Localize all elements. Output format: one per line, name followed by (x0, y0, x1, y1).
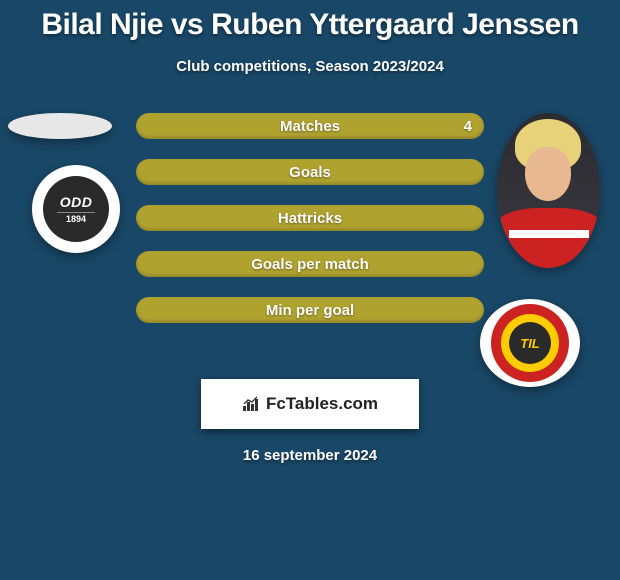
odd-badge-divider (57, 212, 95, 213)
left-club-badge: ODD 1894 (32, 165, 120, 253)
stat-label: Goals per match (251, 256, 369, 273)
right-player-avatar (497, 113, 600, 268)
til-badge-text: TIL (509, 322, 551, 364)
avatar-face (525, 147, 571, 201)
page-title: Bilal Njie vs Ruben Yttergaard Jenssen (0, 0, 620, 42)
til-mid-ring: TIL (501, 314, 559, 372)
chart-icon (242, 396, 260, 412)
stat-label: Goals (289, 164, 331, 181)
odd-badge-inner: ODD 1894 (43, 176, 109, 242)
stat-bar: Matches 4 (136, 113, 484, 139)
stat-bar: Goals per match (136, 251, 484, 277)
stat-value-right: 4 (464, 118, 472, 135)
stat-bar: Min per goal (136, 297, 484, 323)
stat-label: Min per goal (266, 302, 354, 319)
til-outer-ring: TIL (491, 304, 569, 382)
left-player-column: ODD 1894 (8, 113, 112, 139)
right-player-column: TIL (497, 113, 600, 268)
source-text: FcTables.com (266, 394, 378, 414)
date-label: 16 september 2024 (0, 447, 620, 464)
stat-label: Matches (280, 118, 340, 135)
right-club-badge: TIL (480, 299, 580, 387)
source-attribution: FcTables.com (201, 379, 419, 429)
stat-bar: Hattricks (136, 205, 484, 231)
odd-badge-year: 1894 (66, 214, 86, 224)
stat-bars: Matches 4 Goals Hattricks Goals per match Min… (136, 113, 484, 323)
left-player-avatar (8, 113, 112, 139)
stat-label: Hattricks (278, 210, 342, 227)
odd-badge-text: ODD (60, 194, 93, 210)
avatar-shirt (497, 208, 600, 268)
subtitle: Club competitions, Season 2023/2024 (0, 58, 620, 75)
stat-bar: Goals (136, 159, 484, 185)
comparison-area: ODD 1894 Matches 4 Goals Hattricks Goals per… (0, 113, 620, 323)
avatar-stripe (509, 230, 589, 238)
